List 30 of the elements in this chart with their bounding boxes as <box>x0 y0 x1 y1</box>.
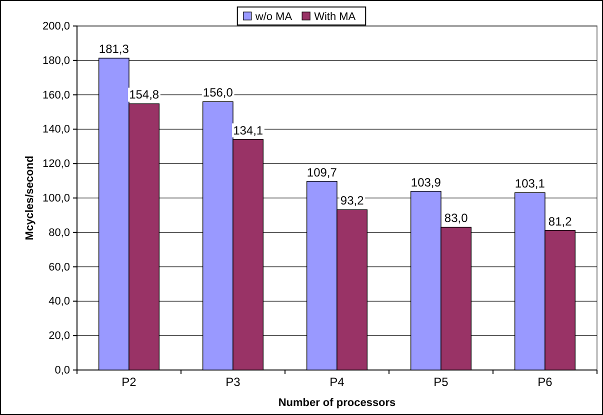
y-tick-label: 80,0 <box>48 226 70 239</box>
data-label: 134,1 <box>233 123 264 138</box>
x-tick-label: P4 <box>330 375 345 390</box>
y-tick-label: 200,0 <box>42 20 70 33</box>
y-tick-label: 160,0 <box>42 89 70 102</box>
y-tick-label: 120,0 <box>42 158 70 170</box>
y-tick-label: 40,0 <box>48 296 70 308</box>
x-tick-label: P3 <box>226 375 241 390</box>
data-label: 93,2 <box>340 194 364 208</box>
y-tick-label: 100,0 <box>42 192 70 205</box>
data-label: 154,8 <box>129 88 160 102</box>
x-tick-label: P6 <box>538 375 553 390</box>
y-tick-label: 0,0 <box>54 364 70 377</box>
x-axis-title: Number of processors <box>278 397 396 409</box>
data-label: 83,0 <box>444 211 468 226</box>
y-tick-label: 180,0 <box>42 54 70 67</box>
y-tick-label: 60,0 <box>48 261 70 274</box>
x-tick-label: P2 <box>122 375 137 390</box>
legend-label: With MA <box>314 11 356 23</box>
data-label: 156,0 <box>202 86 234 100</box>
x-tick-label: P5 <box>434 375 449 390</box>
data-label: 181,3 <box>98 42 130 56</box>
data-label: 103,9 <box>410 175 442 190</box>
y-tick-label: 140,0 <box>42 124 70 136</box>
y-tick-label: 20,0 <box>48 330 70 342</box>
y-axis-title: Mcycles/second <box>24 156 36 240</box>
data-label: 81,2 <box>548 214 572 228</box>
data-label: 109,7 <box>306 165 338 180</box>
data-label: 103,1 <box>514 176 546 191</box>
legend-label: w/o MA <box>254 11 293 23</box>
